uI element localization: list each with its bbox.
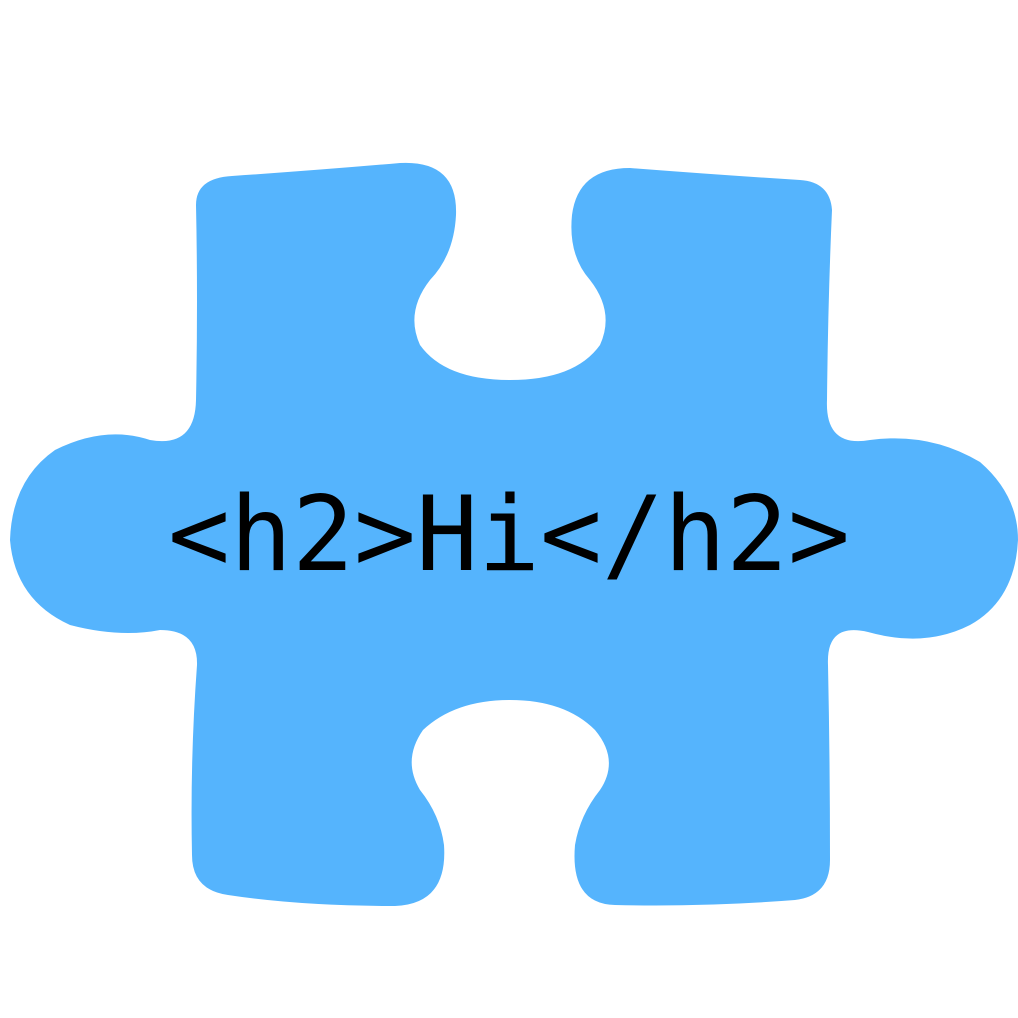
puzzle-piece-shape xyxy=(10,162,1018,906)
puzzle-label-text: <h2>Hi</h2> xyxy=(167,475,851,595)
